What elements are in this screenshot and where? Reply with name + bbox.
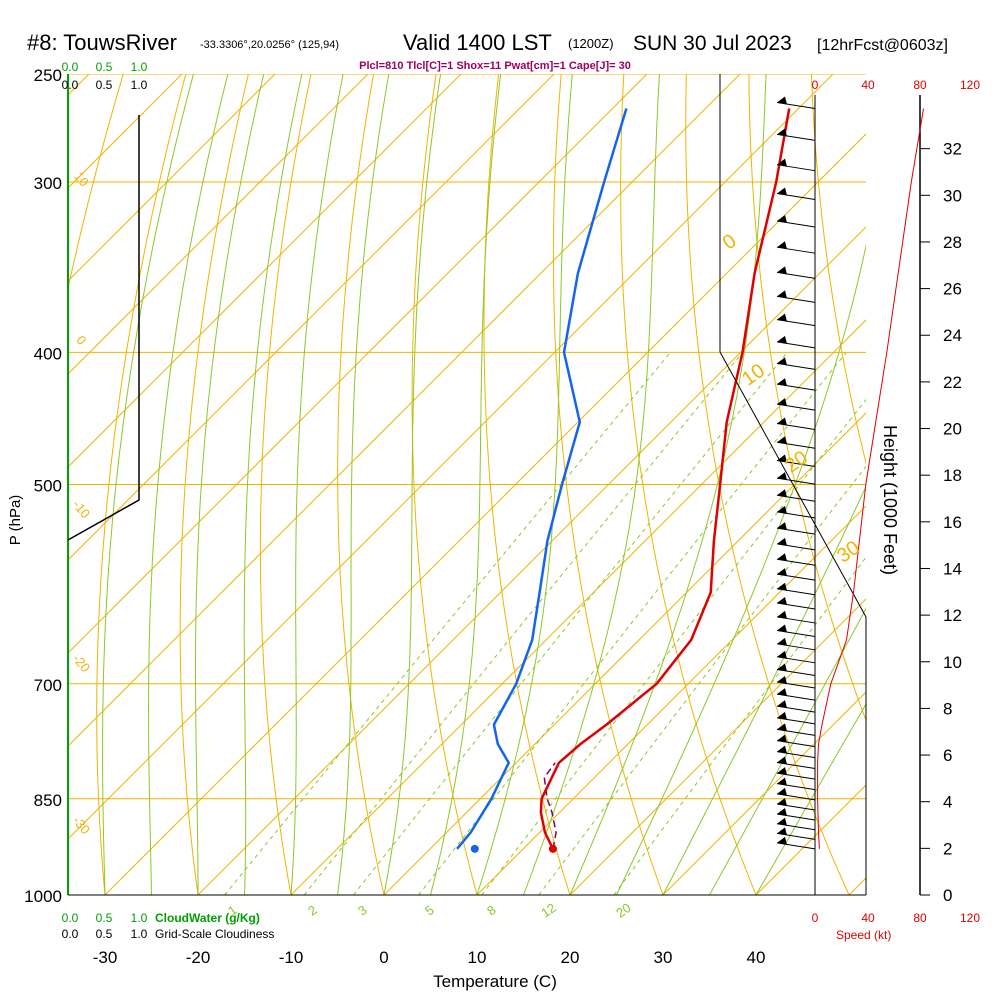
height-tick-label: 4	[943, 793, 952, 812]
cloudwater-tick-label-bottom: 0.0	[62, 911, 79, 925]
temp-tick-label: 10	[468, 948, 487, 967]
valid-date: SUN 30 Jul 2023	[633, 32, 792, 55]
speed-tick-label-bottom: 0	[812, 911, 819, 925]
cloudiness-tick-label-bottom: 0.0	[62, 927, 79, 941]
temp-tick-label: 20	[561, 948, 580, 967]
speed-tick-label-bottom: 40	[861, 911, 875, 925]
height-tick-label: 18	[943, 466, 962, 485]
cloudwater-tick-label-top: 1.0	[131, 60, 148, 74]
height-tick-label: 6	[943, 746, 952, 765]
y-axis-label: P (hPa)	[7, 495, 24, 546]
valid-time: Valid 1400 LST	[403, 30, 552, 55]
height-tick-label: 20	[943, 420, 962, 439]
temp-tick-label: -20	[186, 948, 211, 967]
height-tick-label: 28	[943, 233, 962, 252]
pressure-tick-label: 300	[34, 174, 62, 193]
cloudwater-tick-label-bottom: 1.0	[131, 911, 148, 925]
height-tick-label: 12	[943, 606, 962, 625]
station-coords: -33.3306°,20.0256° (125,94)	[200, 39, 339, 51]
cloudwater-tick-label-bottom: 0.5	[96, 911, 113, 925]
surface-dewpoint-dot	[471, 845, 479, 853]
temp-tick-label: -30	[93, 948, 118, 967]
zulu-time: (1200Z)	[568, 36, 614, 51]
height-tick-label: 2	[943, 839, 952, 858]
cloudwater-tick-label-top: 0.5	[96, 60, 113, 74]
pressure-tick-label: 500	[34, 477, 62, 496]
speed-tick-label-top: 80	[913, 78, 927, 92]
cloudwater-tick-label-top: 0.0	[62, 60, 79, 74]
cloudiness-tick-label-top: 1.0	[131, 78, 148, 92]
height-axis-label: Height (1000 Feet)	[880, 425, 900, 575]
station-title: #8: TouwsRiver	[27, 30, 177, 55]
cloudiness-label: Grid-Scale Cloudiness	[155, 927, 274, 941]
stability-indices: Plcl=810 Tlcl[C]=1 Shox=11 Pwat[cm]=1 Ca…	[359, 60, 631, 72]
height-tick-label: 0	[943, 886, 952, 905]
pressure-tick-label: 700	[34, 676, 62, 695]
temp-tick-label: 0	[379, 948, 388, 967]
temp-tick-label: -10	[279, 948, 304, 967]
height-tick-label: 30	[943, 186, 962, 205]
temp-tick-label: 40	[747, 948, 766, 967]
temp-tick-label: 30	[654, 948, 673, 967]
cloudiness-tick-label-bottom: 1.0	[131, 927, 148, 941]
speed-axis-label: Speed (kt)	[836, 928, 891, 942]
pressure-tick-label: 850	[34, 791, 62, 810]
x-axis-label: Temperature (C)	[433, 972, 557, 991]
height-tick-label: 16	[943, 513, 962, 532]
pressure-tick-label: 1000	[24, 887, 62, 906]
speed-tick-label-top: 40	[861, 78, 875, 92]
pressure-tick-label: 400	[34, 344, 62, 363]
height-tick-label: 26	[943, 280, 962, 299]
speed-tick-label-bottom: 120	[960, 911, 980, 925]
pressure-tick-label: 250	[34, 66, 62, 85]
cloudiness-tick-label-top: 0.0	[62, 78, 79, 92]
height-tick-label: 32	[943, 140, 962, 159]
height-tick-label: 24	[943, 326, 962, 345]
height-tick-label: 14	[943, 559, 962, 578]
cloudwater-label: CloudWater (g/Kg)	[155, 911, 260, 925]
forecast-info: [12hrFcst@0603z]	[817, 37, 948, 54]
cloudiness-tick-label-bottom: 0.5	[96, 927, 113, 941]
speed-tick-label-top: 120	[960, 78, 980, 92]
speed-tick-label-top: 0	[812, 78, 819, 92]
height-tick-label: 22	[943, 373, 962, 392]
surface-temperature-dot	[549, 845, 557, 853]
cloudiness-tick-label-top: 0.5	[96, 78, 113, 92]
height-tick-label: 8	[943, 699, 952, 718]
speed-tick-label-bottom: 80	[913, 911, 927, 925]
height-tick-label: 10	[943, 653, 962, 672]
